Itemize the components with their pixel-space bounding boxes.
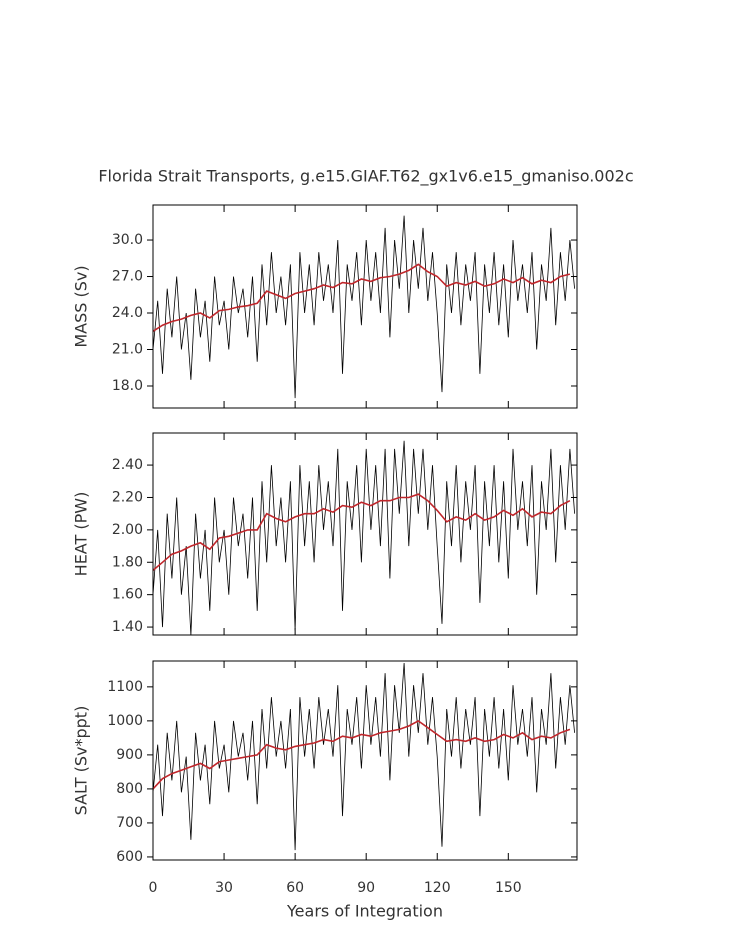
plot-frame <box>152 204 578 409</box>
y-tick-label: 1000 <box>107 713 143 729</box>
y-tick-label: 1.80 <box>112 554 143 570</box>
y-axis-label: SALT (Sv*ppt) <box>72 706 91 816</box>
data-line <box>152 440 575 636</box>
data-line <box>152 215 575 399</box>
y-axis-label: MASS (Sv) <box>72 265 91 347</box>
y-tick-label: 600 <box>116 849 143 865</box>
smoothed-line <box>152 263 571 332</box>
y-tick-label: 27.0 <box>112 269 143 285</box>
y-tick-label: 1.60 <box>112 587 143 603</box>
x-tick-label: 30 <box>215 880 233 896</box>
x-tick-label: 0 <box>149 880 158 896</box>
y-tick-label: 700 <box>116 815 143 831</box>
y-tick-label: 18.0 <box>112 378 143 394</box>
y-tick-label: 24.0 <box>112 305 143 321</box>
data-line <box>152 662 575 851</box>
x-tick-label: 60 <box>286 880 304 896</box>
x-tick-label: 120 <box>424 880 451 896</box>
y-tick-label: 800 <box>116 781 143 797</box>
x-axis-label: Years of Integration <box>286 902 443 921</box>
plot-frame <box>152 660 578 861</box>
y-tick-label: 2.00 <box>112 522 143 538</box>
chart-title: Florida Strait Transports, g.e15.GIAF.T6… <box>98 167 633 187</box>
y-tick-label: 30.0 <box>112 232 143 248</box>
y-tick-label: 1.40 <box>112 619 143 635</box>
plot-frame <box>152 432 578 636</box>
y-tick-label: 21.0 <box>112 341 143 357</box>
smoothed-line <box>152 719 571 790</box>
smoothed-line <box>152 493 571 572</box>
y-axis-label: HEAT (PW) <box>72 492 91 577</box>
x-tick-label: 150 <box>495 880 522 896</box>
y-tick-label: 1100 <box>107 679 143 695</box>
y-tick-label: 2.20 <box>112 489 143 505</box>
y-tick-label: 900 <box>116 747 143 763</box>
x-tick-label: 90 <box>357 880 375 896</box>
y-tick-label: 2.40 <box>112 457 143 473</box>
